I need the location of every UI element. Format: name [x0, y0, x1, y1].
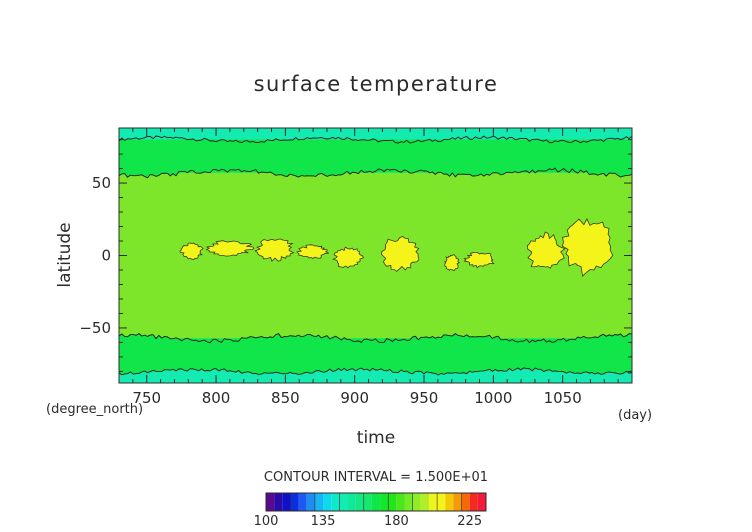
colorbar-tick-label: 100	[254, 514, 279, 529]
colorbar-swatch-15	[388, 493, 397, 511]
x-tick-label: 950	[410, 389, 439, 407]
y-tick-label: 0	[101, 247, 111, 265]
colorbar-swatch-1	[274, 493, 283, 511]
colorbar-tick-label: 135	[311, 514, 336, 529]
colorbar-swatch-6	[314, 493, 324, 511]
colorbar-swatch-26	[477, 493, 486, 511]
colorbar-tick-label: 225	[457, 514, 482, 529]
colorbar	[265, 492, 487, 512]
contour-line-0	[118, 135, 633, 144]
warm-blob-2	[254, 238, 295, 262]
chart-title: surface temperature	[254, 72, 499, 96]
contour-line-1	[118, 167, 633, 179]
warm-blob-9	[561, 217, 614, 277]
x-tick-label: 750	[132, 389, 161, 407]
band-0	[119, 128, 632, 140]
colorbar-swatch-23	[453, 493, 462, 511]
colorbar-tick-label: 180	[384, 514, 409, 529]
colorbar-swatch-4	[298, 493, 307, 511]
warm-blob-5	[380, 236, 420, 272]
x-tick-label: 1000	[474, 389, 512, 407]
colorbar-swatch-24	[461, 493, 470, 511]
warm-blob-1	[205, 240, 255, 257]
colorbar-swatch-9	[339, 493, 348, 511]
warm-region-group	[179, 217, 614, 277]
colorbar-swatch-12	[363, 493, 372, 511]
x-tick-label: 1050	[544, 389, 582, 407]
colorbar-swatch-14	[380, 493, 389, 511]
y-axis-label: latitude	[55, 222, 75, 287]
axis-ticks	[119, 128, 633, 383]
colorbar-swatch-25	[469, 493, 478, 511]
colorbar-swatch-17	[404, 493, 413, 511]
y-tick-label: 50	[92, 174, 111, 192]
axis-tick-labels: 750 800 850 900 950 1000 1050 50 0 −50	[79, 174, 581, 407]
colorbar-swatch-19	[420, 493, 429, 511]
colorbar-swatch-21	[437, 493, 446, 511]
warm-blob-3	[296, 244, 330, 259]
colorbar-swatch-16	[396, 493, 405, 511]
warm-blob-6	[444, 254, 460, 272]
y-tick-label: −50	[79, 319, 111, 337]
warm-blob-0	[179, 242, 204, 260]
contour-lines	[118, 135, 633, 376]
colorbar-swatch-0	[266, 493, 275, 511]
warm-blob-7	[463, 252, 495, 269]
colorbar-swatch-11	[355, 493, 364, 511]
warm-blob-8	[526, 231, 566, 269]
contour-line-3	[118, 367, 633, 376]
colorbar-swatch-20	[428, 493, 438, 511]
contour-interval-label: CONTOUR INTERVAL = 1.500E+01	[264, 470, 488, 485]
colorbar-swatch-7	[323, 493, 332, 511]
colorbar-swatch-18	[412, 493, 421, 511]
colorbar-swatch-8	[331, 493, 340, 511]
x-axis-label: time	[357, 428, 395, 448]
y-axis-unit: (degree_north)	[46, 402, 143, 417]
warm-blob-4	[332, 246, 364, 269]
colorbar-swatch-3	[290, 493, 299, 511]
colorbar-labels: 100 135 180 225	[254, 514, 483, 529]
colorbar-swatch-22	[445, 493, 454, 511]
colorbar-swatch-5	[306, 493, 315, 511]
colorbar-swatch-10	[347, 493, 356, 511]
colorbar-swatch-2	[282, 493, 291, 511]
colorbar-swatch-13	[371, 493, 381, 511]
contour-line-2	[118, 333, 633, 344]
x-tick-label: 900	[340, 389, 369, 407]
x-axis-unit: (day)	[618, 408, 652, 423]
x-tick-label: 850	[271, 389, 300, 407]
x-tick-label: 800	[202, 389, 231, 407]
band-edge-fill-3	[119, 367, 632, 383]
